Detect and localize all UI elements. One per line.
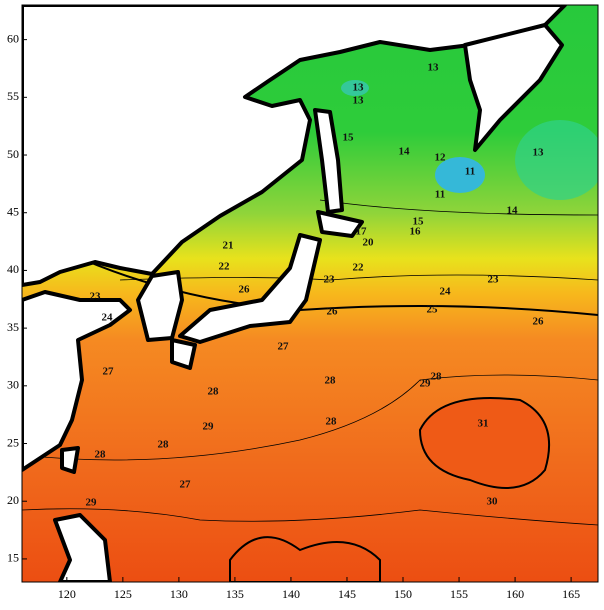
contour-label: 28 <box>158 439 170 451</box>
contour-label: 27 <box>278 341 290 353</box>
x-tick-label: 165 <box>562 587 580 601</box>
contour-label: 28 <box>325 375 337 387</box>
x-tick-label: 155 <box>450 587 468 601</box>
contour-label: 28 <box>208 386 220 398</box>
contour-label: 13 <box>428 62 440 74</box>
contour-label: 27 <box>180 479 192 491</box>
y-tick-label: 25 <box>7 435 19 449</box>
y-tick-label: 30 <box>7 378 19 392</box>
x-tick-label: 145 <box>338 587 356 601</box>
contour-label: 15 <box>343 132 355 144</box>
contour-label: 14 <box>507 205 519 217</box>
contour-label: 16 <box>410 226 422 238</box>
contour-label: 23 <box>90 291 102 303</box>
x-tick-label: 140 <box>282 587 300 601</box>
contour-label: 26 <box>239 284 251 296</box>
contour-label: 29 <box>203 421 215 433</box>
plot-frame <box>21 4 599 583</box>
contour-label: 13 <box>353 95 365 107</box>
contour-label: 29 <box>420 378 432 390</box>
contour-label: 22 <box>353 262 365 274</box>
contour-label: 22 <box>219 261 231 273</box>
x-tick-label: 130 <box>170 587 188 601</box>
y-tick-label: 55 <box>7 89 19 103</box>
contour-label: 27 <box>103 366 115 378</box>
contour-label: 13 <box>533 147 545 159</box>
y-tick-label: 20 <box>7 493 19 507</box>
contour-label: 20 <box>363 237 375 249</box>
y-tick-label: 50 <box>7 147 19 161</box>
y-tick-label: 15 <box>7 551 19 565</box>
x-tick-label: 125 <box>114 587 132 601</box>
contour-label: 15 <box>413 216 425 228</box>
y-tick-label: 60 <box>7 31 19 45</box>
contour-label: 29 <box>86 497 98 509</box>
contour-label: 12 <box>435 152 447 164</box>
contour-label: 24 <box>440 286 452 298</box>
contour-label: 21 <box>223 240 234 252</box>
contour-label: 28 <box>431 371 443 383</box>
x-tick-label: 150 <box>394 587 412 601</box>
contour-label: 23 <box>488 274 500 286</box>
contour-label: 26 <box>327 306 339 318</box>
contour-label: 25 <box>427 304 439 316</box>
contour-label: 11 <box>465 166 475 178</box>
contour-label: 30 <box>487 496 499 508</box>
x-tick-label: 120 <box>58 587 76 601</box>
contour-label: 17 <box>356 226 368 238</box>
contour-label: 14 <box>399 146 411 158</box>
contour-label: 24 <box>102 312 114 324</box>
sea-field <box>22 5 598 582</box>
contour-label: 28 <box>326 416 338 428</box>
y-tick-label: 40 <box>7 262 19 276</box>
contour-label: 28 <box>95 449 107 461</box>
y-tick-label: 45 <box>7 204 19 218</box>
y-tick-label: 35 <box>7 320 19 334</box>
contour-label: 26 <box>533 316 545 328</box>
x-tick-label: 160 <box>506 587 524 601</box>
contour-label: 23 <box>324 274 336 286</box>
contour-label: 11 <box>435 189 445 201</box>
contour-label: 13 <box>353 82 365 94</box>
x-tick-label: 135 <box>226 587 244 601</box>
contour-label: 31 <box>478 418 489 430</box>
